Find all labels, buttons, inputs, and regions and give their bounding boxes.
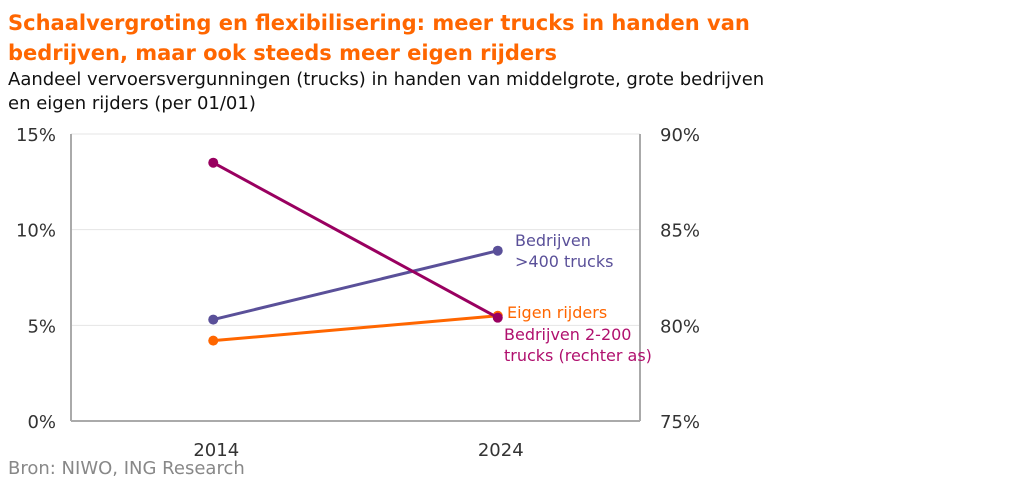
series-label: Eigen rijders — [507, 303, 607, 322]
chart-subtitle: Aandeel vervoersvergunningen (trucks) in… — [8, 69, 765, 114]
series-label: >400 trucks — [515, 252, 613, 271]
series-label: Bedrijven 2-200 — [504, 325, 631, 344]
x-tick-label: 2014 — [193, 440, 239, 461]
series-line-0 — [212, 249, 499, 322]
y-right-tick-label: 80% — [660, 316, 700, 337]
y-left-tick-label: 5% — [27, 316, 56, 337]
series-line-2 — [212, 161, 499, 319]
x-tick-label: 2024 — [478, 440, 524, 461]
chart-title: Schaalvergroting en flexibilisering: mee… — [8, 11, 750, 65]
source-note: Bron: NIWO, ING Research — [8, 458, 245, 479]
series-label: trucks (rechter as) — [504, 346, 652, 365]
data-point — [492, 245, 503, 256]
data-point — [208, 157, 219, 168]
data-point — [492, 312, 503, 323]
series-label: Bedrijven — [515, 231, 591, 250]
y-right-tick-label: 75% — [660, 412, 700, 433]
y-right-tick-label: 90% — [660, 125, 700, 146]
y-left-tick-label: 10% — [16, 221, 56, 242]
y-left-tick-label: 15% — [16, 125, 56, 146]
y-left-tick-label: 0% — [27, 412, 56, 433]
data-point — [208, 314, 219, 325]
series-line-1 — [213, 314, 498, 343]
y-right-tick-label: 85% — [660, 221, 700, 242]
data-point — [208, 335, 219, 346]
